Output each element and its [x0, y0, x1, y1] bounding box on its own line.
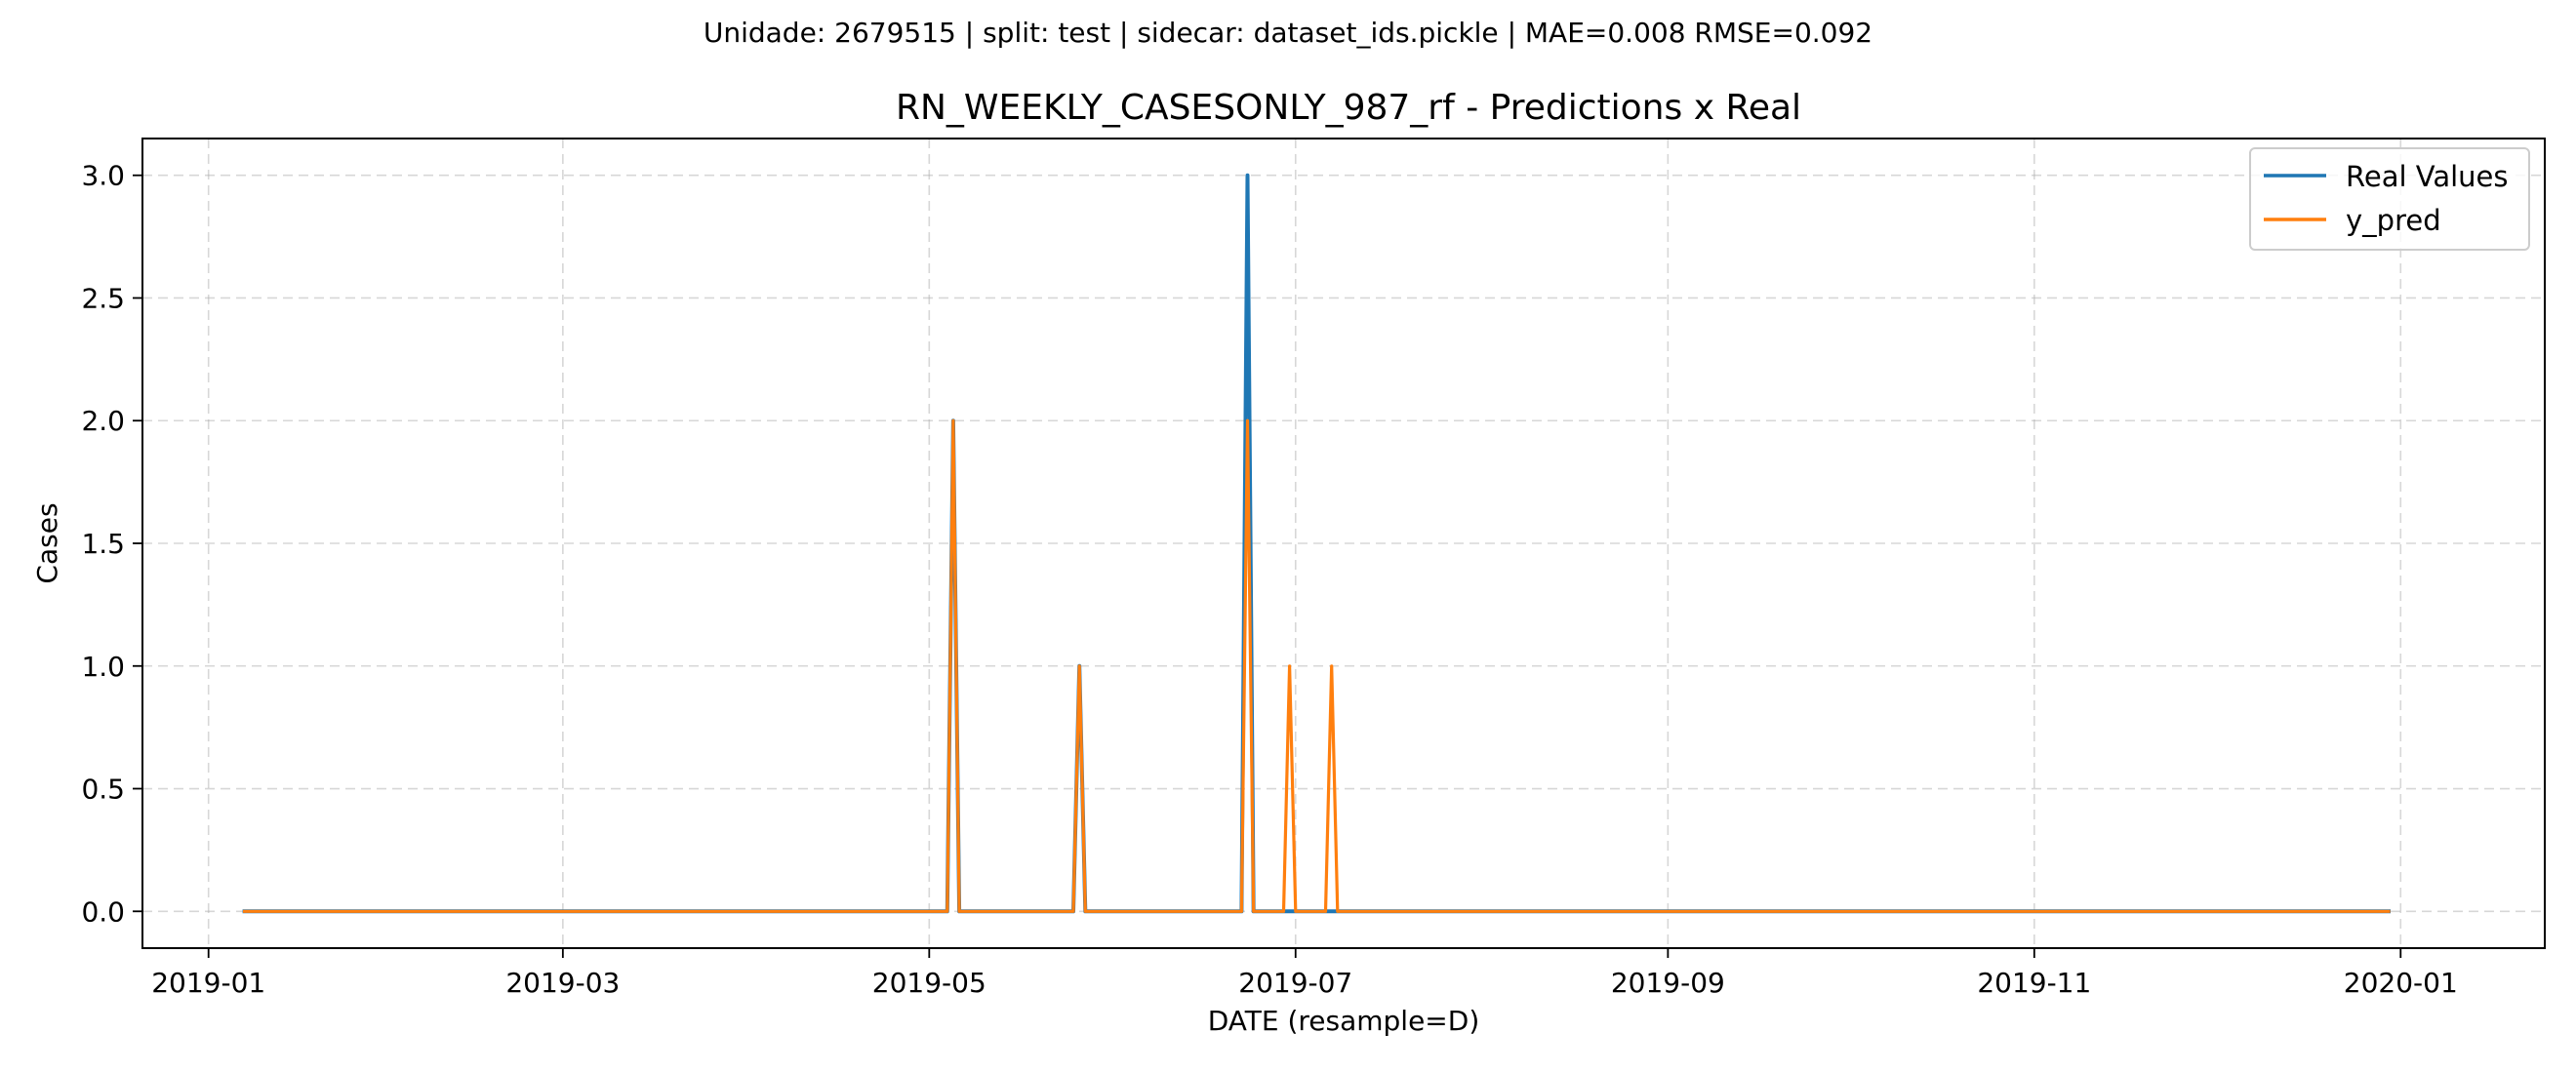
x-tick-label: 2019-01	[151, 967, 265, 999]
x-tick-label: 2019-07	[1238, 967, 1352, 999]
y-tick-label: 0.0	[81, 895, 125, 928]
chart-title: RN_WEEKLY_CASESONLY_987_rf - Predictions…	[896, 88, 1801, 128]
x-tick-label: 2019-11	[1977, 967, 2091, 999]
y-axis-ticks: 0.0 0.5 1.0 1.5 2.0 2.5 3.0	[81, 160, 142, 928]
x-tick-label: 2019-03	[505, 967, 620, 999]
y-tick-label: 2.0	[81, 405, 125, 437]
legend-box	[2249, 147, 2530, 251]
y-axis-label: Cases	[31, 502, 63, 583]
y-tick-label: 3.0	[81, 160, 125, 192]
x-tick-label: 2019-09	[1611, 967, 1725, 999]
series-lines	[242, 173, 2391, 914]
y-tick-label: 0.5	[81, 774, 125, 806]
legend-label-y-pred: y_pred	[2346, 204, 2441, 237]
x-tick-label: 2019-05	[872, 967, 986, 999]
y-tick-label: 1.0	[81, 651, 125, 683]
legend-label-real-values: Real Values	[2346, 160, 2508, 193]
x-tick-label: 2020-01	[2344, 967, 2458, 999]
x-axis-label: DATE (resample=D)	[1208, 1005, 1480, 1037]
legend: Real Values y_pred	[2249, 147, 2530, 251]
grid-lines	[142, 139, 2545, 948]
y-tick-label: 2.5	[81, 282, 125, 314]
x-axis-ticks: 2019-01 2019-03 2019-05 2019-07 2019-09 2019-…	[151, 948, 2458, 999]
y-tick-label: 1.5	[81, 528, 125, 560]
chart-suptitle: Unidade: 2679515 | split: test | sidecar…	[704, 17, 1872, 49]
series-line-y-pred	[243, 418, 2391, 913]
